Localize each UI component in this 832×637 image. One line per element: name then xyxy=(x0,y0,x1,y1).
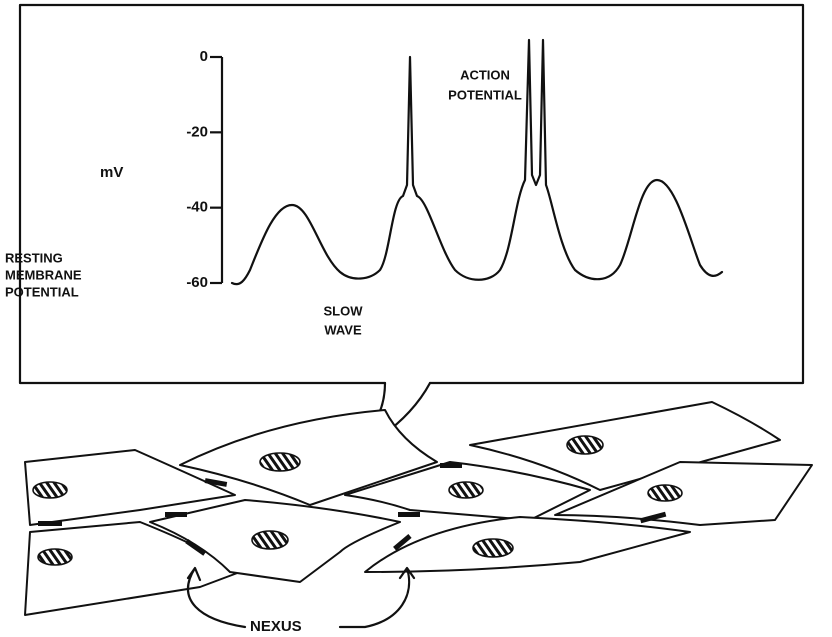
smooth-muscle-cells xyxy=(24,401,813,616)
y-axis-label: mV xyxy=(100,164,123,181)
slow-wave-label: SLOW xyxy=(324,303,364,318)
y-tick-label: -20 xyxy=(186,123,208,140)
inset-box xyxy=(18,3,805,385)
membrane-potential-trace xyxy=(230,38,724,286)
y-tick-label: -40 xyxy=(186,199,208,216)
resting-potential-label: MEMBRANE xyxy=(5,267,82,282)
nexus-label: NEXUS xyxy=(250,618,302,635)
action-potential-label: ACTION xyxy=(460,67,510,82)
nexus-arrows xyxy=(186,566,416,629)
slow-wave-label: WAVE xyxy=(324,322,362,337)
resting-potential-label: POTENTIAL xyxy=(5,284,79,299)
action-potential-label: POTENTIAL xyxy=(448,87,522,102)
resting-potential-label: RESTING xyxy=(5,250,63,265)
y-tick-label: 0 xyxy=(200,48,208,65)
y-tick-label: -60 xyxy=(186,274,208,291)
